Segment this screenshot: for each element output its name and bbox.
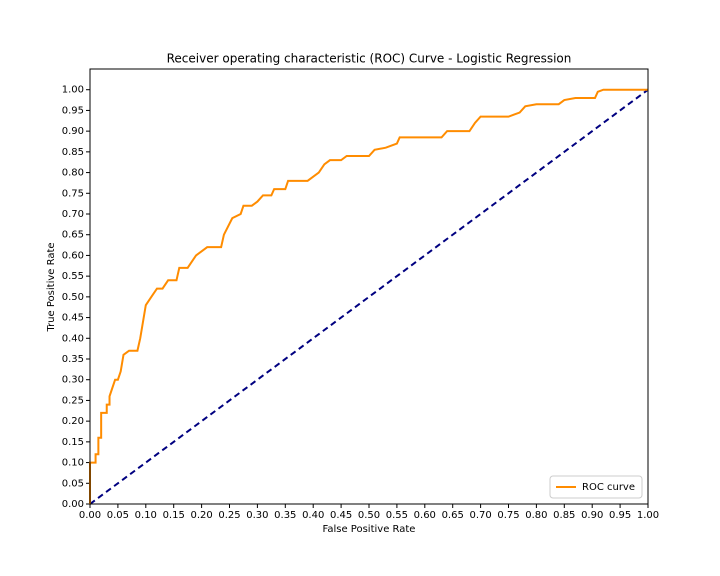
y-tick-label: 0.65 xyxy=(62,230,84,241)
x-tick-label: 0.80 xyxy=(525,510,547,521)
legend-label: ROC curve xyxy=(582,482,635,493)
x-tick-label: 0.70 xyxy=(469,510,491,521)
x-tick-label: 0.85 xyxy=(553,510,575,521)
x-tick-label: 0.10 xyxy=(135,510,157,521)
x-tick-label: 0.25 xyxy=(218,510,240,521)
y-tick-label: 0.95 xyxy=(62,105,84,116)
y-tick-label: 0.55 xyxy=(62,271,84,282)
x-tick-label: 0.55 xyxy=(386,510,408,521)
y-tick-label: 1.00 xyxy=(62,85,84,96)
x-tick-label: 0.90 xyxy=(581,510,603,521)
x-tick-label: 0.45 xyxy=(330,510,352,521)
y-tick-label: 0.90 xyxy=(62,126,84,137)
y-tick-label: 0.70 xyxy=(62,209,84,220)
y-tick-label: 0.35 xyxy=(62,354,84,365)
y-tick-label: 0.50 xyxy=(62,292,84,303)
x-tick-label: 0.15 xyxy=(163,510,185,521)
y-tick-label: 0.85 xyxy=(62,147,84,158)
y-tick-label: 0.75 xyxy=(62,188,84,199)
y-tick-label: 0.60 xyxy=(62,250,84,261)
x-tick-label: 0.65 xyxy=(442,510,464,521)
plot-frame xyxy=(89,68,649,505)
x-tick-label: 0.30 xyxy=(246,510,268,521)
y-tick-label: 0.20 xyxy=(62,416,84,427)
x-tick-label: 0.50 xyxy=(358,510,380,521)
y-tick-label: 0.10 xyxy=(62,458,84,469)
y-tick-label: 0.80 xyxy=(62,168,84,179)
x-tick-label: 0.35 xyxy=(274,510,296,521)
x-axis-label: False Positive Rate xyxy=(323,524,416,535)
x-tick-label: 0.05 xyxy=(107,510,129,521)
x-tick-label: 0.20 xyxy=(190,510,212,521)
chart-title: Receiver operating characteristic (ROC) … xyxy=(167,52,572,66)
reference-line xyxy=(89,88,649,505)
roc-line xyxy=(89,88,648,504)
x-tick-label: 0.95 xyxy=(609,510,631,521)
y-tick-label: 0.25 xyxy=(62,395,84,406)
x-tick-label: 0.60 xyxy=(414,510,436,521)
y-tick-label: 0.45 xyxy=(62,313,84,324)
x-tick-label: 1.00 xyxy=(637,510,659,521)
y-tick-label: 0.40 xyxy=(62,333,84,344)
y-tick-label: 0.00 xyxy=(62,499,84,510)
y-tick-label: 0.30 xyxy=(62,375,84,386)
y-tick-label: 0.05 xyxy=(62,478,84,489)
legend-box xyxy=(549,475,643,499)
y-axis-label: True Positive Rate xyxy=(46,242,57,332)
y-tick-label: 0.15 xyxy=(62,437,84,448)
x-tick-label: 0.40 xyxy=(302,510,324,521)
x-tick-label: 0.75 xyxy=(497,510,519,521)
x-tick-label: 0.00 xyxy=(79,510,101,521)
